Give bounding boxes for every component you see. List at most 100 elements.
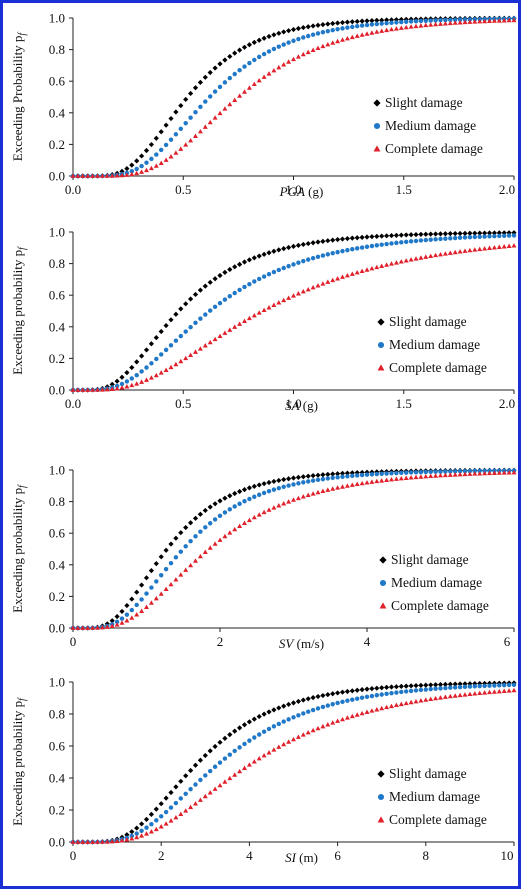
data-point [462,230,468,236]
data-point [197,757,203,763]
data-point [143,575,150,581]
data-point [472,684,478,689]
data-point [291,497,296,502]
data-point [364,472,370,477]
data-point [134,381,140,386]
data-point [359,23,365,28]
data-point [178,796,184,801]
data-point [349,34,355,40]
data-point [143,816,150,822]
data-point [134,372,139,378]
data-point [85,387,91,392]
data-point [423,18,429,23]
data-point [349,713,355,719]
data-point [276,485,282,491]
data-point [296,36,301,42]
data-point [246,517,252,523]
data-point [256,77,262,83]
y-axis-label: Exceeding probability pf [10,697,28,826]
legend-label-medium-damage: Medium damage [389,789,480,804]
data-point [442,251,448,256]
data-point [300,697,306,703]
data-point [472,468,478,474]
data-point [364,480,370,485]
data-point [344,688,350,695]
data-point [129,829,135,835]
data-point [394,20,399,25]
data-point [403,700,409,706]
data-point [124,612,130,617]
data-point [232,71,237,77]
data-point [251,483,257,489]
data-point [119,168,125,174]
data-point [163,586,169,592]
x-tick-label: 8 [423,848,430,863]
data-point [256,492,262,497]
data-point [344,19,350,25]
data-point [75,839,81,844]
data-point [227,507,233,512]
data-point [452,230,458,237]
data-point [183,121,188,126]
data-point [203,773,208,778]
data-point [158,352,164,357]
y-tick-label: 0.4 [49,105,66,120]
data-point [163,347,169,353]
data-point [310,478,316,483]
data-point [491,470,497,475]
data-point [467,19,473,24]
data-point [256,54,262,60]
data-point [192,762,199,768]
data-point [144,825,149,830]
data-point [433,237,438,242]
data-point [364,709,370,714]
data-point [139,153,145,159]
data-point [188,767,194,774]
data-point [330,20,336,27]
data-point [129,376,135,381]
data-point [433,21,439,27]
data-point [129,382,135,388]
data-point [290,700,297,706]
data-point [168,581,174,587]
data-point [203,99,208,104]
data-point [320,704,326,710]
data-point [149,585,154,590]
data-point [251,759,257,764]
data-point [369,472,375,477]
data-point [310,240,316,246]
data-point [300,474,306,480]
data-point [300,241,306,248]
data-point [232,290,237,296]
data-point [163,809,169,815]
y-tick-label: 0.4 [49,319,66,334]
data-point [442,694,448,699]
data-point [384,233,390,239]
data-point [183,355,189,361]
data-point [448,469,453,474]
data-point [217,272,223,279]
data-point [482,246,488,251]
data-point [281,476,287,483]
data-point [188,90,194,97]
data-point [290,475,297,481]
data-point [198,777,203,783]
data-point [188,786,193,792]
data-point [487,689,492,695]
data-point [286,483,291,488]
data-point [457,235,463,240]
data-point [452,693,458,698]
data-point [467,468,473,474]
data-point [305,709,311,714]
data-point [242,499,247,504]
legend-label-complete-damage: Complete damage [391,598,489,613]
data-point [129,836,135,841]
data-point [290,26,297,33]
data-point [320,281,326,286]
data-point [369,686,375,692]
data-point [492,233,497,239]
data-point [188,137,194,143]
data-point [261,74,267,79]
data-point [212,304,218,310]
data-point [193,133,198,138]
